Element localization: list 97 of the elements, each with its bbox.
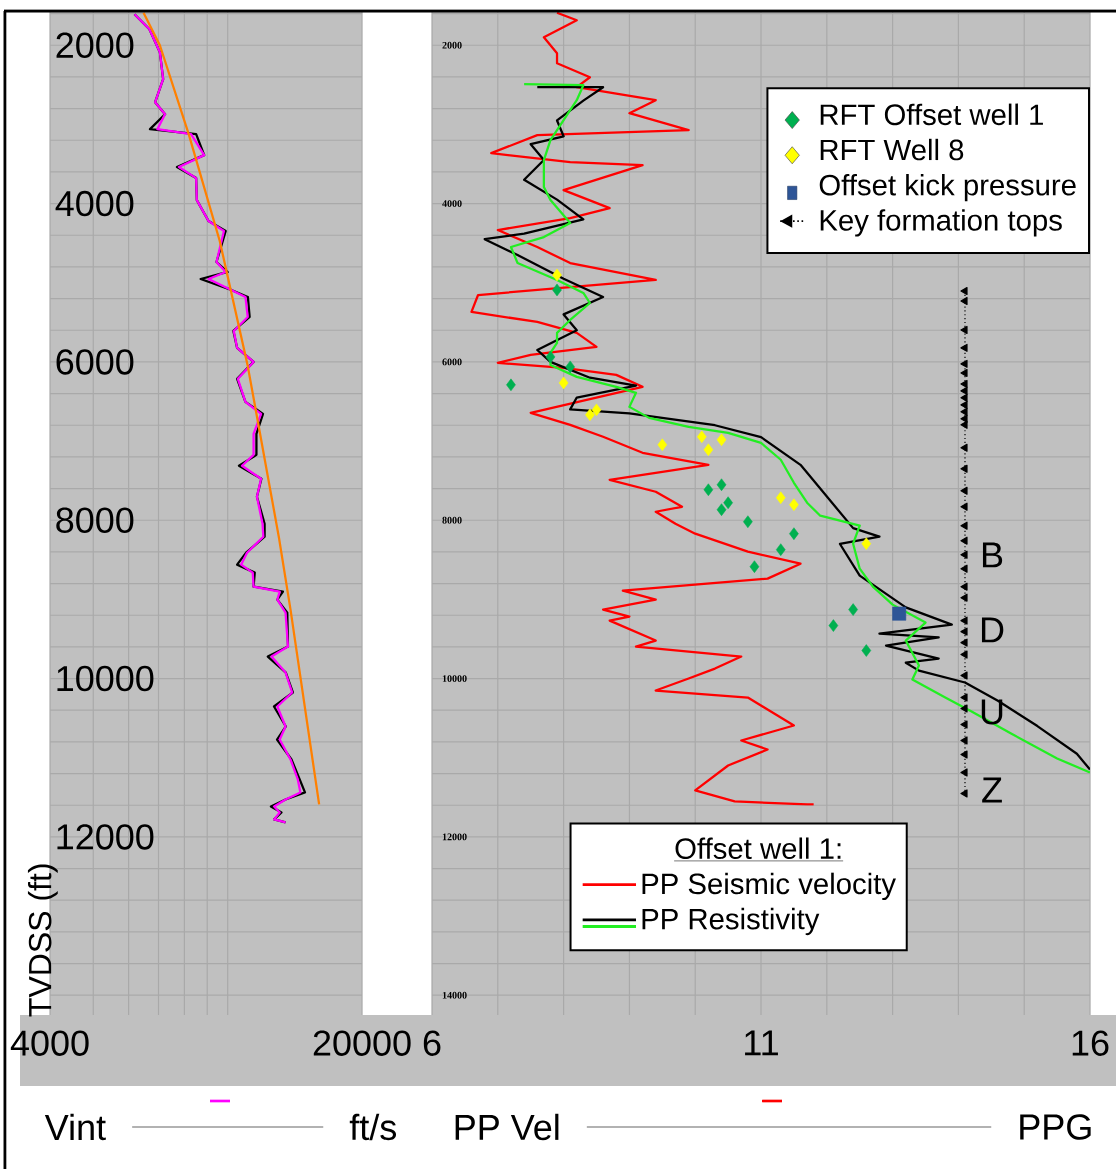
point [960,486,968,495]
point [552,283,562,297]
point [960,550,968,559]
point [861,644,872,657]
point [716,433,727,447]
point [960,564,968,573]
point [506,378,516,392]
annotation: B [982,542,1003,568]
point [960,386,968,395]
annotation: U [981,699,1003,725]
text: PPG [1020,1114,1091,1140]
point [789,527,799,540]
point [749,560,760,573]
point [960,407,968,416]
y-tick-label: 10000 [442,675,467,682]
point [552,268,562,282]
point [960,704,968,713]
y-tick-label: 6000 [56,349,134,375]
point [585,408,595,422]
y-tick-label: 12000 [442,833,467,841]
point [960,593,968,602]
line-series [470,11,815,806]
y-tick-label: 10000 [57,665,154,692]
point [703,483,714,497]
point [960,325,968,334]
point [960,464,968,473]
point [960,536,968,545]
point [657,438,668,452]
point [716,503,727,516]
point [716,478,727,492]
point [960,414,968,423]
point [960,638,968,647]
point [775,543,786,556]
point [960,789,968,798]
point [960,582,968,591]
y-tick-label: 14000 [442,991,467,999]
point [960,650,968,659]
point [861,537,872,550]
point [723,496,733,510]
point [960,693,968,702]
x-tick-label: 6 [423,1030,441,1056]
legend-title: Offset well 1: [675,837,841,860]
point [960,368,968,377]
legend-label: PP Resistivity [642,907,820,936]
point [565,360,575,374]
y-tick-label: 2000 [56,32,134,58]
point [960,343,968,352]
x-tick-label: 20000 [313,1030,411,1056]
annotation: Z [982,777,1002,803]
y-tick-label: 8000 [56,507,134,533]
point [703,443,714,457]
point [775,491,786,505]
point [960,359,968,368]
point [789,498,799,511]
point [960,671,968,680]
y-tick-label: 4000 [55,190,134,217]
legend-label: PP Seismic velocity [642,872,896,901]
point [960,627,968,636]
point [960,400,968,409]
point [960,736,968,745]
point [697,430,707,444]
point [892,606,907,621]
annotation: D [981,617,1004,643]
y-axis-title: TVDSS (ft) [27,864,58,1017]
x-tick-label: 4000 [10,1030,89,1056]
point [591,403,602,417]
point [960,393,968,402]
point [960,616,968,625]
point [960,521,968,530]
point [960,420,968,429]
x-axis-title: PP Vel [455,1113,559,1141]
text: ft/s [349,1113,397,1141]
point [960,750,968,759]
y-tick-label: 2000 [442,41,462,49]
x-tick-label: 11 [745,1030,778,1056]
point [828,619,839,632]
point [960,286,968,296]
point [960,296,968,306]
legend-label: Key formation tops [820,209,1062,237]
point [960,379,968,388]
point [960,720,968,729]
y-tick-label: 8000 [442,516,462,524]
legend-label: Offset kick pressure [819,173,1076,202]
y-tick-label: 12000 [57,824,154,850]
x-axis-title: Vint [44,1113,106,1141]
point [960,502,968,511]
x-tick-label: 16 [1072,1030,1109,1056]
point [960,443,968,452]
point [545,350,556,364]
legend-label: RFT Offset well 1 [820,103,1043,126]
y-tick-label: 4000 [442,200,462,207]
point [960,768,968,777]
point [743,515,753,528]
legend-label: RFT Well 8 [820,138,964,161]
point [558,376,569,390]
y-tick-label: 6000 [442,358,462,366]
point [848,603,858,616]
